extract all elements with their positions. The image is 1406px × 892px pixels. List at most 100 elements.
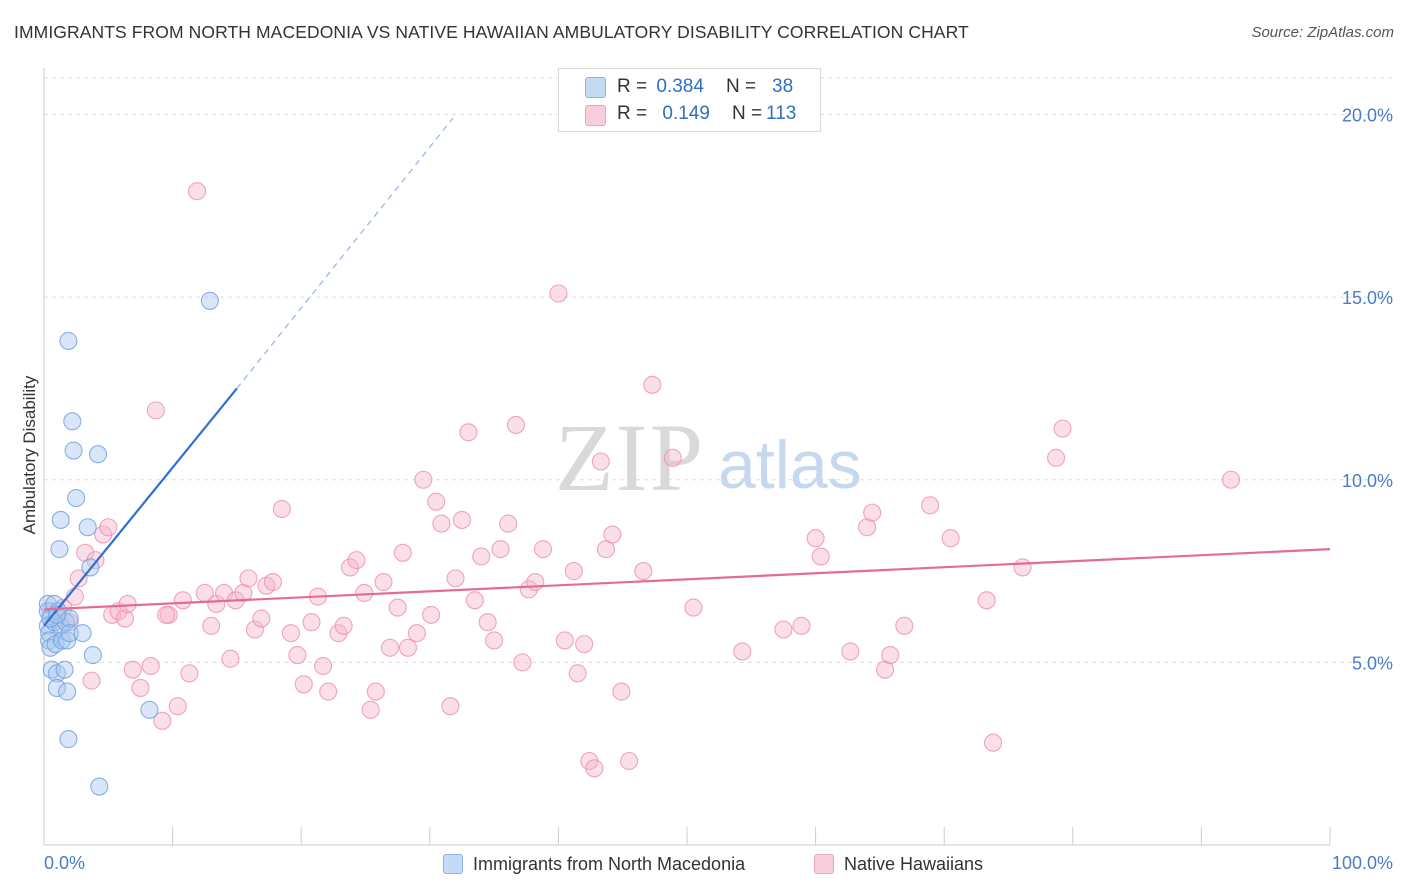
data-point-native-hawaiian: [272, 499, 291, 519]
watermark-zip: ZIP: [555, 404, 705, 511]
data-point-native-hawaiian: [314, 656, 333, 676]
data-point-native-hawaiian: [491, 540, 510, 559]
data-point-native-hawaiian: [82, 671, 101, 690]
data-point-native-hawaiian: [187, 182, 207, 201]
data-point-native-hawaiian: [341, 558, 360, 577]
data-point-native-hawaiian: [131, 678, 150, 697]
legend-r-label: R =: [617, 103, 648, 124]
data-point-native-hawaiian: [115, 609, 135, 628]
data-point-native-hawaiian: [1047, 448, 1066, 467]
data-point-north-macedonia: [59, 331, 78, 351]
watermark-atlas: atlas: [718, 427, 862, 503]
watermark: ZIP atlas: [555, 404, 862, 511]
data-point-native-hawaiian: [921, 496, 940, 515]
data-point-native-hawaiian: [173, 591, 192, 610]
data-point-native-hawaiian: [603, 525, 622, 544]
series-label: Immigrants from North Macedonia: [473, 853, 746, 874]
data-point-north-macedonia: [42, 660, 61, 679]
data-point-native-hawaiian: [202, 616, 221, 635]
legend-r-label: R =: [617, 76, 648, 97]
legend-row-blue: R = 0.384 N = 38: [617, 75, 793, 99]
data-point-north-macedonia: [41, 638, 60, 657]
data-point-native-hawaiian: [506, 415, 526, 435]
series-legend-north-macedonia: Immigrants from North Macedonia: [443, 851, 745, 877]
data-point-native-hawaiian: [347, 551, 366, 570]
source-credit: Source: ZipAtlas.com: [1251, 24, 1394, 41]
data-point-native-hawaiian: [288, 646, 307, 665]
data-point-native-hawaiian: [895, 616, 914, 635]
data-point-native-hawaiian: [643, 375, 662, 394]
data-point-native-hawaiian: [393, 543, 412, 562]
data-point-native-hawaiian: [168, 697, 187, 716]
data-point-native-hawaiian: [334, 616, 353, 635]
data-point-native-hawaiian: [533, 540, 553, 559]
data-point-native-hawaiian: [733, 642, 752, 661]
data-point-north-macedonia: [59, 730, 78, 749]
axes: [43, 68, 1331, 846]
data-point-native-hawaiian: [388, 598, 407, 617]
data-point-native-hawaiian: [811, 547, 830, 566]
data-point-native-hawaiian: [427, 492, 446, 511]
data-point-native-hawaiian: [841, 642, 860, 661]
trend-line-native-hawaiians: [43, 548, 1331, 611]
data-point-north-macedonia: [52, 631, 72, 650]
data-point-native-hawaiian: [141, 656, 160, 676]
chart-title: IMMIGRANTS FROM NORTH MACEDONIA VS NATIV…: [14, 22, 969, 42]
data-point-native-hawaiian: [555, 631, 574, 650]
legend-row-pink: R = 0.149 N = 113: [617, 102, 796, 126]
legend-n-label: N =: [731, 103, 763, 124]
data-point-native-hawaiian: [513, 653, 532, 672]
y-tick-label: 10.0%: [1342, 471, 1393, 491]
data-point-north-macedonia: [51, 510, 70, 529]
data-point-native-hawaiian: [99, 518, 118, 537]
data-point-native-hawaiian: [355, 583, 374, 603]
data-point-native-hawaiian: [465, 591, 484, 610]
series-north-macedonia: [38, 291, 219, 796]
data-point-north-macedonia: [50, 540, 69, 559]
legend-r-value: 0.149: [662, 103, 710, 124]
data-point-native-hawaiian: [485, 631, 504, 650]
series-native-hawaiians: [41, 182, 1241, 778]
data-point-native-hawaiian: [153, 711, 172, 730]
tick-labels: 5.0% 10.0% 15.0% 20.0% 0.0% 100.0%: [44, 106, 1393, 873]
data-point-native-hawaiian: [245, 620, 264, 639]
data-point-north-macedonia: [67, 488, 86, 508]
legend-n-value: 38: [772, 76, 794, 97]
legend-n-value: 113: [766, 103, 797, 124]
data-point-north-macedonia: [88, 445, 108, 464]
data-point-native-hawaiian: [792, 616, 811, 635]
y-tick-label: 5.0%: [1352, 653, 1393, 673]
data-point-north-macedonia: [73, 624, 92, 643]
data-point-native-hawaiian: [591, 452, 610, 471]
data-point-native-hawaiian: [977, 591, 996, 610]
data-point-native-hawaiian: [69, 569, 88, 588]
data-point-native-hawaiian: [380, 638, 399, 657]
data-point-native-hawaiian: [575, 635, 594, 654]
data-point-native-hawaiian: [146, 401, 165, 420]
data-point-north-macedonia: [90, 777, 109, 796]
data-point-native-hawaiian: [863, 503, 882, 522]
data-point-native-hawaiian: [806, 529, 825, 548]
data-point-native-hawaiian: [549, 284, 568, 303]
data-point-native-hawaiian: [774, 620, 793, 639]
data-point-native-hawaiian: [612, 682, 631, 701]
trend-lines: [43, 117, 1331, 627]
data-point-native-hawaiian: [568, 664, 587, 683]
data-point-native-hawaiian: [684, 598, 703, 617]
data-point-north-macedonia: [47, 605, 66, 624]
data-point-native-hawaiian: [432, 514, 451, 533]
data-point-native-hawaiian: [620, 751, 639, 771]
data-point-native-hawaiian: [361, 700, 380, 719]
y-tick-label: 15.0%: [1342, 288, 1393, 308]
series-label: Native Hawaiians: [844, 853, 984, 874]
legend-swatch-pink: [585, 105, 606, 126]
y-axis-label: Ambulatory Disability: [20, 375, 39, 534]
data-point-native-hawaiian: [398, 638, 417, 657]
data-point-native-hawaiian: [294, 675, 313, 694]
data-point-native-hawaiian: [446, 569, 465, 588]
legend-swatch-blue: [443, 854, 463, 874]
data-point-native-hawaiian: [319, 682, 338, 701]
x-tick-label: 100.0%: [1332, 853, 1393, 873]
data-point-north-macedonia: [140, 700, 159, 719]
